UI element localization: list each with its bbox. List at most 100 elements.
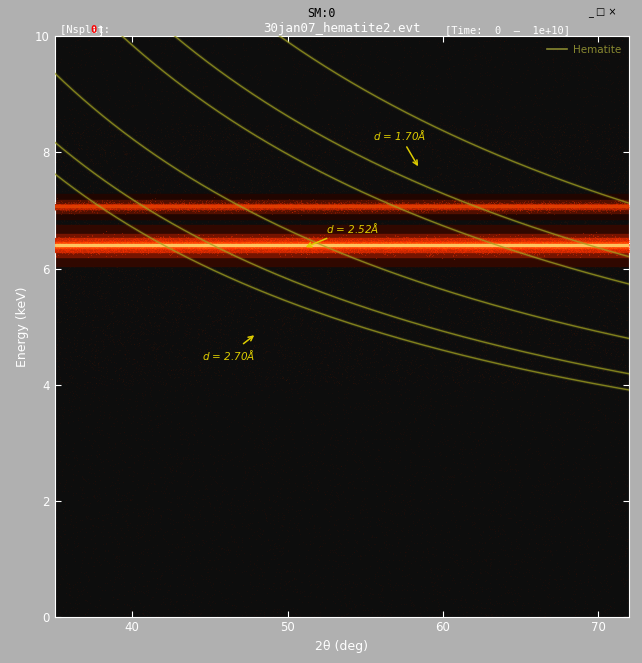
Point	[392, 242, 403, 253]
Point	[177, 200, 187, 211]
Point	[245, 302, 256, 313]
Point	[621, 363, 632, 374]
Point	[224, 239, 234, 249]
Point	[439, 494, 449, 505]
Point	[563, 244, 573, 255]
Point	[174, 236, 184, 247]
Point	[403, 173, 413, 184]
Point	[184, 202, 195, 213]
Point	[309, 237, 319, 247]
Point	[602, 239, 612, 250]
Point	[560, 344, 571, 355]
Point	[619, 512, 629, 522]
Point	[388, 237, 398, 248]
Point	[379, 241, 389, 252]
Point	[548, 243, 559, 253]
Point	[88, 244, 98, 255]
Point	[544, 204, 555, 215]
Point	[295, 244, 306, 255]
Point	[342, 239, 352, 250]
Point	[200, 267, 210, 278]
Point	[360, 136, 370, 147]
Point	[324, 268, 334, 278]
Point	[506, 571, 516, 581]
Point	[400, 378, 410, 389]
Point	[226, 417, 236, 428]
Point	[351, 318, 361, 329]
Point	[329, 241, 340, 251]
Point	[79, 233, 89, 243]
Point	[622, 201, 632, 211]
Point	[117, 237, 127, 248]
Point	[69, 552, 79, 563]
Point	[71, 243, 82, 253]
Point	[286, 326, 296, 336]
Point	[171, 198, 181, 209]
Point	[600, 448, 611, 459]
Point	[198, 267, 208, 277]
Point	[127, 386, 137, 396]
Point	[586, 238, 596, 249]
Point	[592, 237, 602, 247]
Point	[379, 237, 390, 247]
Point	[486, 243, 496, 254]
Point	[353, 206, 363, 216]
Point	[320, 240, 330, 251]
Point	[86, 467, 96, 478]
Point	[136, 359, 146, 370]
Point	[369, 212, 379, 223]
Point	[107, 274, 117, 285]
Point	[580, 243, 590, 253]
Point	[446, 365, 456, 375]
Point	[435, 242, 445, 253]
Point	[410, 242, 421, 253]
Point	[519, 200, 530, 211]
Point	[458, 334, 468, 345]
Point	[134, 243, 144, 253]
Point	[517, 283, 528, 294]
Point	[374, 241, 385, 252]
Point	[168, 288, 178, 299]
Point	[174, 241, 184, 252]
Point	[468, 493, 478, 504]
Point	[449, 470, 459, 481]
Point	[586, 147, 596, 158]
Point	[464, 244, 474, 255]
Point	[530, 202, 541, 213]
Point	[570, 234, 580, 245]
Point	[363, 239, 373, 250]
Point	[136, 202, 146, 213]
Point	[221, 235, 232, 245]
Point	[305, 196, 315, 207]
Point	[595, 241, 605, 252]
Point	[597, 65, 607, 76]
Point	[466, 402, 476, 413]
Point	[76, 245, 87, 256]
Point	[358, 105, 368, 115]
Point	[312, 230, 322, 241]
Point	[414, 560, 424, 570]
Point	[132, 243, 143, 253]
Point	[184, 376, 195, 387]
Point	[160, 347, 171, 358]
Point	[539, 239, 550, 249]
Point	[594, 326, 604, 337]
Point	[535, 242, 545, 253]
Point	[294, 238, 304, 249]
Point	[601, 402, 611, 413]
Point	[542, 280, 553, 291]
Point	[449, 239, 459, 249]
Point	[149, 204, 159, 215]
Point	[96, 585, 107, 595]
Point	[379, 506, 389, 516]
Point	[578, 241, 589, 252]
Point	[487, 538, 498, 548]
Point	[141, 340, 151, 351]
Point	[215, 314, 225, 324]
Point	[548, 237, 559, 248]
Point	[160, 241, 171, 251]
Point	[152, 165, 162, 176]
Point	[615, 375, 625, 386]
Point	[79, 238, 89, 249]
Point	[582, 203, 593, 213]
